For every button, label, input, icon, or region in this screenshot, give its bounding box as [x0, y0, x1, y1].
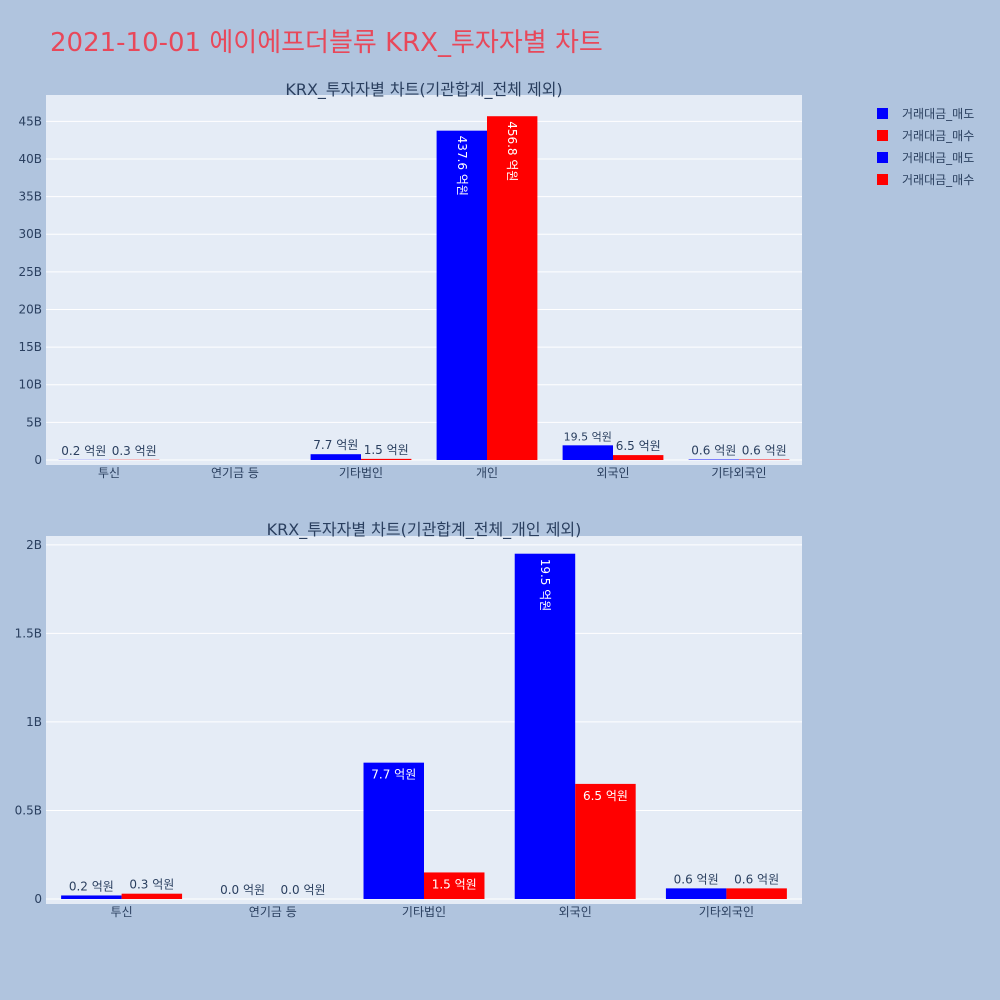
chart2-data-label: 0.6 억원 [674, 872, 719, 886]
chart2-y-tick-label: 2B [26, 538, 42, 552]
chart1-y-tick-label: 25B [18, 265, 42, 279]
chart1-data-label: 456.8 억원 [505, 121, 519, 181]
chart2-x-tick-label: 기타법인 [402, 905, 446, 919]
chart2-data-label: 6.5 억원 [583, 789, 628, 803]
chart2-data-label: 19.5 억원 [538, 559, 552, 612]
chart1-x-tick-label: 기타법인 [339, 466, 383, 480]
chart2-x-tick-label: 외국인 [559, 905, 592, 919]
chart2-title: KRX_투자자별 차트(기관합계_전체_개인 제외) [267, 520, 582, 540]
chart2-bar-buy [575, 783, 636, 899]
chart1-title: KRX_투자자별 차트(기관합계_전체 제외) [285, 80, 562, 100]
chart1-y-tick-label: 15B [18, 340, 42, 354]
chart1-bar-buy [487, 116, 538, 460]
chart1-y-tick-label: 0 [34, 453, 42, 467]
chart2-bar-buy [424, 872, 485, 899]
chart2-data-label: 0.2 억원 [69, 879, 114, 893]
chart1-data-label: 0.3 억원 [112, 444, 157, 458]
chart1-y-tick-label: 5B [26, 415, 42, 429]
chart1-bar-sell [310, 454, 361, 460]
legend-item-label: 거래대금_매수 [902, 173, 974, 187]
legend-item-label: 거래대금_매도 [902, 107, 974, 121]
chart1-bar-buy [613, 455, 664, 460]
chart1-data-label: 1.5 억원 [364, 443, 409, 457]
chart2-y-tick-label: 0.5B [15, 803, 42, 817]
chart2-data-label: 0.0 억원 [281, 883, 326, 897]
chart2-y-tick-label: 1.5B [15, 626, 42, 640]
chart1-x-tick-label: 투신 [98, 466, 120, 480]
chart1-data-label: 19.5 억원 [564, 430, 612, 443]
chart2-y-tick-label: 0 [34, 892, 42, 906]
chart2-bar-sell [61, 895, 122, 899]
chart2-bar-buy [726, 888, 787, 899]
chart2-bar-sell [363, 762, 424, 899]
chart1-data-label: 7.7 억원 [313, 438, 358, 452]
chart2-data-label: 0.6 억원 [734, 872, 779, 886]
chart1-y-tick-label: 45B [18, 114, 42, 128]
chart1-data-label: 6.5 억원 [616, 439, 661, 453]
chart1-y-tick-label: 30B [18, 227, 42, 241]
legend-swatch [877, 130, 888, 141]
chart2-data-label: 7.7 억원 [371, 768, 416, 782]
chart1-data-label: 0.6 억원 [742, 444, 787, 458]
legend-item-label: 거래대금_매수 [902, 129, 974, 143]
chart2-x-tick-label: 연기금 등 [249, 905, 297, 919]
chart1-x-tick-label: 외국인 [596, 466, 629, 480]
chart2-data-label: 0.0 억원 [220, 883, 265, 897]
legend-item-label: 거래대금_매도 [902, 151, 974, 165]
legend-swatch [877, 108, 888, 119]
chart1-bar-buy [361, 458, 412, 460]
chart1-data-label: 0.2 억원 [61, 444, 106, 458]
chart1-x-tick-label: 개인 [476, 466, 498, 480]
chart2-data-label: 1.5 억원 [432, 877, 477, 891]
chart2-x-tick-label: 기타외국인 [699, 905, 754, 919]
chart1-x-tick-label: 기타외국인 [711, 466, 766, 480]
chart1-y-tick-label: 10B [18, 378, 42, 392]
chart2-bar-sell [665, 888, 727, 899]
chart1-x-tick-label: 연기금 등 [211, 466, 259, 480]
chart2-y-tick-label: 1B [26, 715, 42, 729]
chart1-y-tick-label: 35B [18, 190, 42, 204]
chart1-y-tick-label: 40B [18, 152, 42, 166]
chart2-data-label: 0.3 억원 [129, 878, 174, 892]
chart1-y-tick-label: 20B [18, 302, 42, 316]
chart2-bar-sell [514, 553, 576, 899]
legend-swatch [877, 152, 888, 163]
chart1-data-label: 0.6 억원 [691, 444, 736, 458]
chart1-bar-sell [562, 445, 613, 460]
chart1-data-label: 437.6 억원 [455, 136, 469, 196]
chart1-bar-sell [436, 130, 487, 460]
page-title: 2021-10-01 에이에프더블류 KRX_투자자별 차트 [50, 28, 603, 58]
chart2-bar-buy [121, 893, 183, 899]
chart1-plot-area [46, 95, 802, 465]
legend-swatch [877, 174, 888, 185]
chart2-x-tick-label: 투신 [111, 905, 133, 919]
